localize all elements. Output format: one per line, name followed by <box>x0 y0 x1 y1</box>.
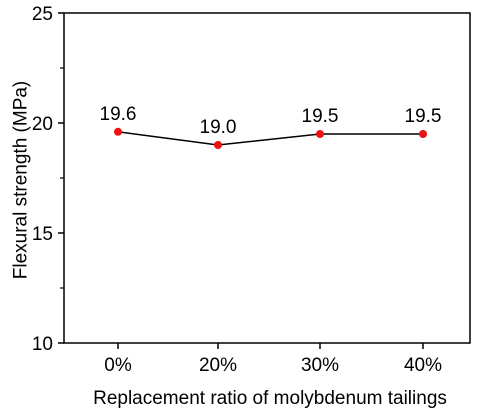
y-axis-ticks: 10 15 20 25 <box>32 4 64 355</box>
series <box>117 131 423 146</box>
plot-frame <box>63 12 471 344</box>
x-tick-label: 0% <box>104 355 132 376</box>
y-tick-label: 25 <box>32 4 53 25</box>
data-labels: 19.6 19.0 19.5 19.5 <box>100 104 442 138</box>
x-tick-label: 40% <box>404 355 442 376</box>
axes <box>63 12 471 344</box>
data-point <box>419 130 427 138</box>
y-tick-label: 20 <box>32 114 53 135</box>
series-line <box>117 131 423 146</box>
y-tick-label: 10 <box>32 334 53 355</box>
x-axis-label: Replacement ratio of molybdenum tailings <box>93 388 447 409</box>
data-point <box>214 141 222 149</box>
x-tick-label: 20% <box>199 355 237 376</box>
data-point <box>316 130 324 138</box>
data-label: 19.0 <box>200 117 237 138</box>
data-label: 19.6 <box>100 104 137 125</box>
x-tick-label: 30% <box>301 355 339 376</box>
x-axis-ticks: 0% 20% 30% 40% <box>104 343 442 376</box>
data-label: 19.5 <box>405 106 442 127</box>
data-label: 19.5 <box>302 106 339 127</box>
data-points <box>114 127 427 149</box>
y-axis-label: Flexural strength (MPa) <box>11 81 32 280</box>
data-point <box>114 127 122 136</box>
y-tick-label: 15 <box>32 224 53 245</box>
